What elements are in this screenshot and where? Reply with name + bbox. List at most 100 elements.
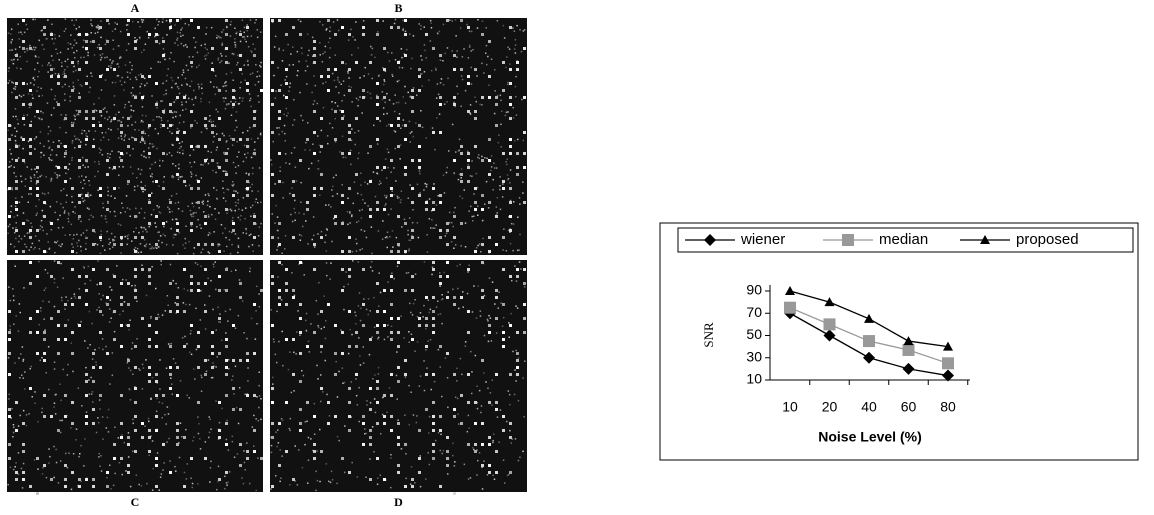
noise-dot bbox=[423, 305, 425, 307]
noise-dot bbox=[236, 64, 238, 66]
noise-dot bbox=[358, 99, 360, 101]
noise-dot bbox=[518, 400, 520, 402]
noise-dot bbox=[484, 204, 486, 206]
spot bbox=[148, 275, 151, 278]
noise-dot bbox=[216, 109, 218, 111]
noise-dot bbox=[183, 121, 185, 123]
noise-dot bbox=[35, 55, 37, 57]
noise-dot bbox=[108, 431, 110, 433]
spot bbox=[467, 180, 470, 183]
noise-dot bbox=[24, 235, 26, 237]
noise-dot bbox=[408, 92, 410, 94]
noise-dot bbox=[309, 150, 311, 152]
noise-dot bbox=[13, 116, 15, 118]
noise-dot bbox=[18, 357, 20, 359]
noise-dot bbox=[37, 62, 39, 64]
spot bbox=[271, 103, 274, 106]
noise-dot bbox=[87, 52, 89, 54]
noise-dot bbox=[467, 293, 469, 295]
spot bbox=[432, 373, 435, 376]
noise-dot bbox=[414, 351, 416, 353]
spot bbox=[425, 408, 428, 411]
noise-dot bbox=[358, 130, 360, 132]
spot bbox=[183, 345, 186, 348]
noise-dot bbox=[55, 394, 57, 396]
spot bbox=[397, 422, 400, 425]
noise-dot bbox=[24, 244, 26, 246]
noise-dot bbox=[515, 52, 517, 54]
spot bbox=[141, 422, 144, 425]
noise-dot bbox=[128, 234, 130, 236]
spot bbox=[8, 408, 11, 411]
spot bbox=[22, 103, 25, 106]
noise-dot bbox=[304, 274, 306, 276]
noise-dot bbox=[138, 74, 140, 76]
spot bbox=[502, 345, 505, 348]
noise-dot bbox=[317, 233, 319, 235]
marker bbox=[824, 318, 836, 330]
noise-dot bbox=[189, 352, 191, 354]
noise-dot bbox=[220, 53, 222, 55]
noise-dot bbox=[235, 44, 237, 46]
spot bbox=[355, 373, 358, 376]
noise-dot bbox=[225, 56, 227, 58]
noise-dot bbox=[217, 481, 219, 483]
noise-dot bbox=[29, 249, 31, 251]
noise-dot bbox=[215, 366, 217, 368]
noise-dot bbox=[500, 124, 502, 126]
x-tick-label: 20 bbox=[822, 399, 838, 415]
noise-dot bbox=[439, 285, 441, 287]
noise-dot bbox=[101, 470, 103, 472]
noise-dot bbox=[68, 86, 70, 88]
spot bbox=[29, 89, 32, 92]
noise-dot bbox=[65, 114, 67, 116]
spot bbox=[15, 229, 18, 232]
noise-dot bbox=[318, 282, 320, 284]
spot bbox=[292, 478, 295, 481]
spot bbox=[253, 236, 256, 239]
noise-dot bbox=[35, 206, 37, 208]
noise-dot bbox=[48, 126, 50, 128]
spot bbox=[120, 131, 123, 134]
noise-dot bbox=[85, 176, 87, 178]
spot bbox=[127, 303, 130, 306]
noise-dot bbox=[114, 473, 116, 475]
noise-dot bbox=[408, 272, 410, 274]
spot bbox=[225, 471, 228, 474]
noise-dot bbox=[509, 63, 511, 65]
noise-dot bbox=[351, 128, 353, 130]
noise-dot bbox=[370, 46, 372, 48]
noise-dot bbox=[48, 346, 50, 348]
noise-dot bbox=[465, 90, 467, 92]
noise-dot bbox=[96, 364, 98, 366]
noise-dot bbox=[38, 261, 40, 263]
spot bbox=[15, 250, 18, 253]
noise-dot bbox=[186, 65, 188, 67]
marker bbox=[784, 302, 796, 314]
noise-dot bbox=[44, 290, 46, 292]
spot bbox=[15, 145, 18, 148]
spot bbox=[78, 68, 81, 71]
noise-dot bbox=[70, 178, 72, 180]
spot bbox=[299, 352, 302, 355]
spot bbox=[355, 331, 358, 334]
noise-dot bbox=[512, 250, 514, 252]
noise-dot bbox=[415, 122, 417, 124]
noise-dot bbox=[88, 266, 90, 268]
noise-dot bbox=[129, 209, 131, 211]
spot bbox=[271, 485, 274, 488]
noise-dot bbox=[298, 449, 300, 451]
spot bbox=[320, 75, 323, 78]
noise-dot bbox=[158, 240, 160, 242]
noise-dot bbox=[100, 59, 102, 61]
spot bbox=[134, 415, 137, 418]
spot bbox=[467, 443, 470, 446]
noise-dot bbox=[163, 48, 165, 50]
noise-dot bbox=[308, 460, 310, 462]
spot bbox=[271, 324, 274, 327]
noise-dot bbox=[64, 212, 65, 214]
noise-dot bbox=[16, 315, 18, 317]
noise-dot bbox=[421, 59, 423, 61]
noise-dot bbox=[321, 328, 323, 330]
spot bbox=[334, 33, 337, 36]
